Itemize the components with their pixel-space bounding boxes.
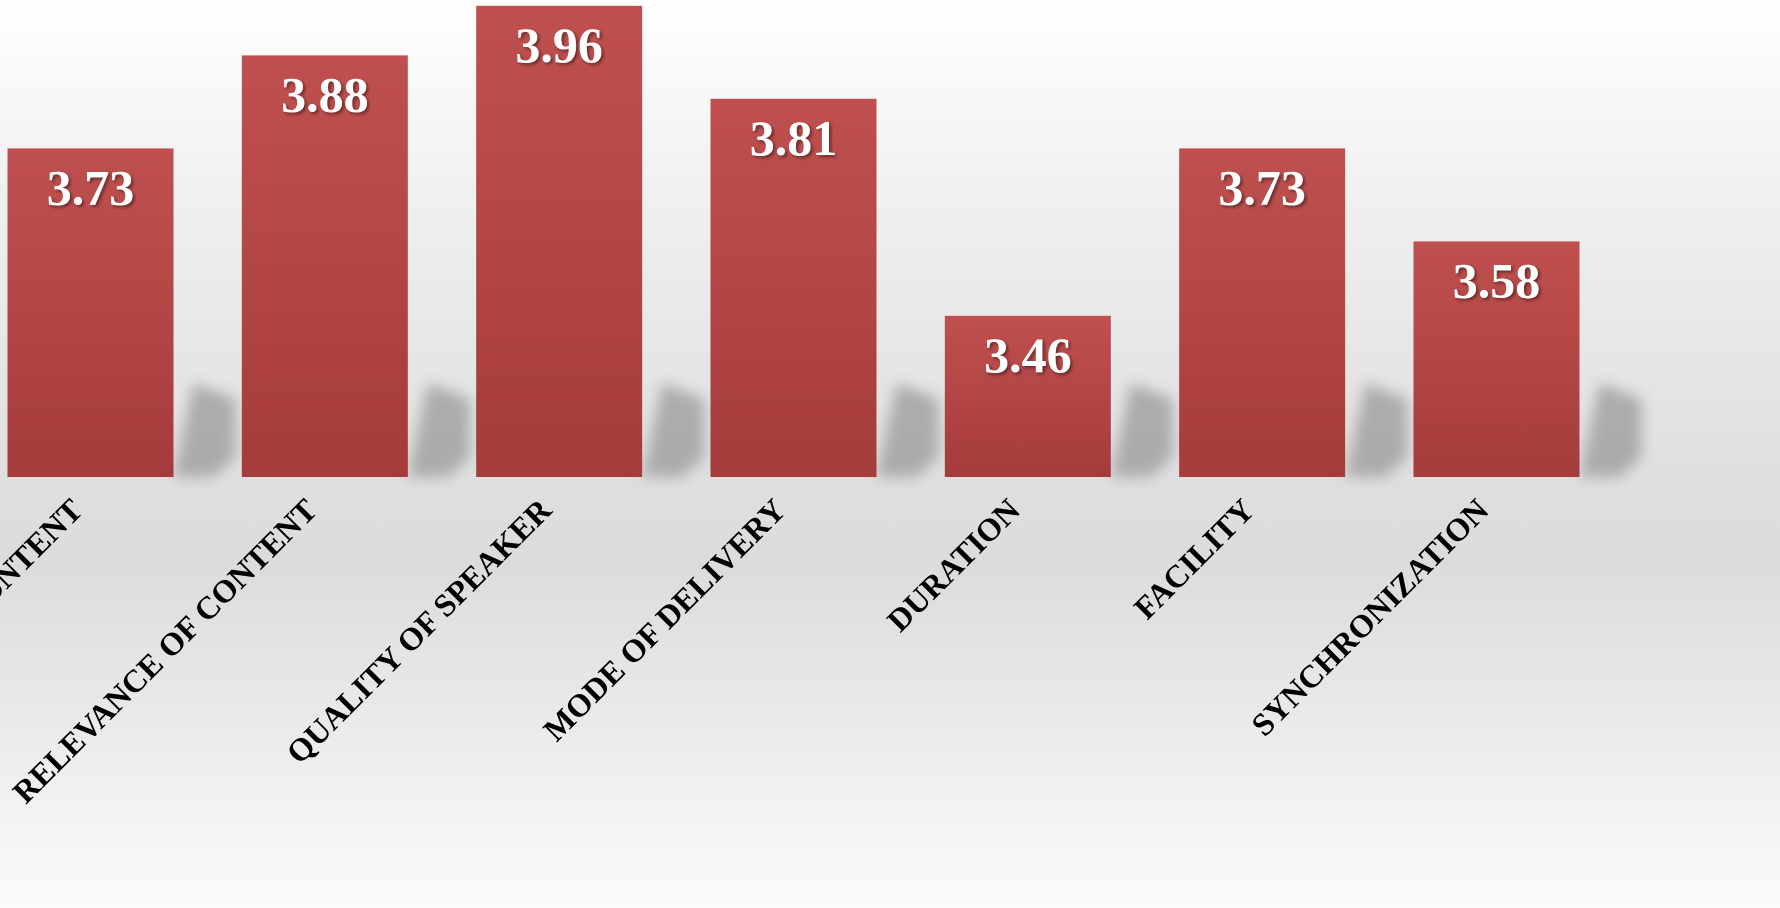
value-label-mode-of-delivery: 3.81 [750, 110, 838, 166]
bar-facility [1179, 148, 1346, 477]
category-label-synchronization: SYNCHRONIZATION [1244, 491, 1495, 742]
value-label-relevance-of-content: 3.88 [281, 66, 369, 122]
bar-shadow-duration [1110, 383, 1173, 477]
bar-shadow-relevance-of-content [407, 383, 470, 477]
category-label-mode-of-delivery: MODE OF DELIVERY [536, 491, 792, 747]
bars [7, 5, 1580, 478]
bar-shadow-mode-of-delivery [876, 383, 939, 477]
bar-mode-of-delivery [710, 98, 877, 478]
bar-relevance-of-content [241, 55, 408, 478]
bar-shadow-synchronization [1579, 383, 1642, 477]
bar-synchronization [1413, 241, 1580, 477]
value-label-synchronization: 3.58 [1453, 252, 1541, 308]
category-label-quality-of-speaker: QUALITY OF SPEAKER [279, 491, 559, 771]
category-label-content: CONTENT [0, 491, 89, 628]
value-label-quality-of-speaker: 3.96 [515, 17, 603, 73]
bar-quality-of-speaker [476, 5, 643, 478]
bar-shadows [173, 383, 1642, 477]
bar-duration [944, 315, 1111, 477]
value-labels: 3.73 3.88 3.96 3.81 3.46 3.73 3.58 [47, 17, 1540, 383]
value-label-duration: 3.46 [984, 327, 1072, 383]
category-label-facility: FACILITY [1127, 491, 1261, 625]
bar-content [7, 148, 174, 477]
bar-shadow-content [173, 383, 236, 477]
bar-shadow-facility [1345, 383, 1408, 477]
value-label-content: 3.73 [47, 159, 135, 215]
bar-shadow-quality-of-speaker [642, 383, 705, 477]
value-label-facility: 3.73 [1218, 159, 1306, 215]
category-label-duration: DURATION [880, 491, 1027, 638]
